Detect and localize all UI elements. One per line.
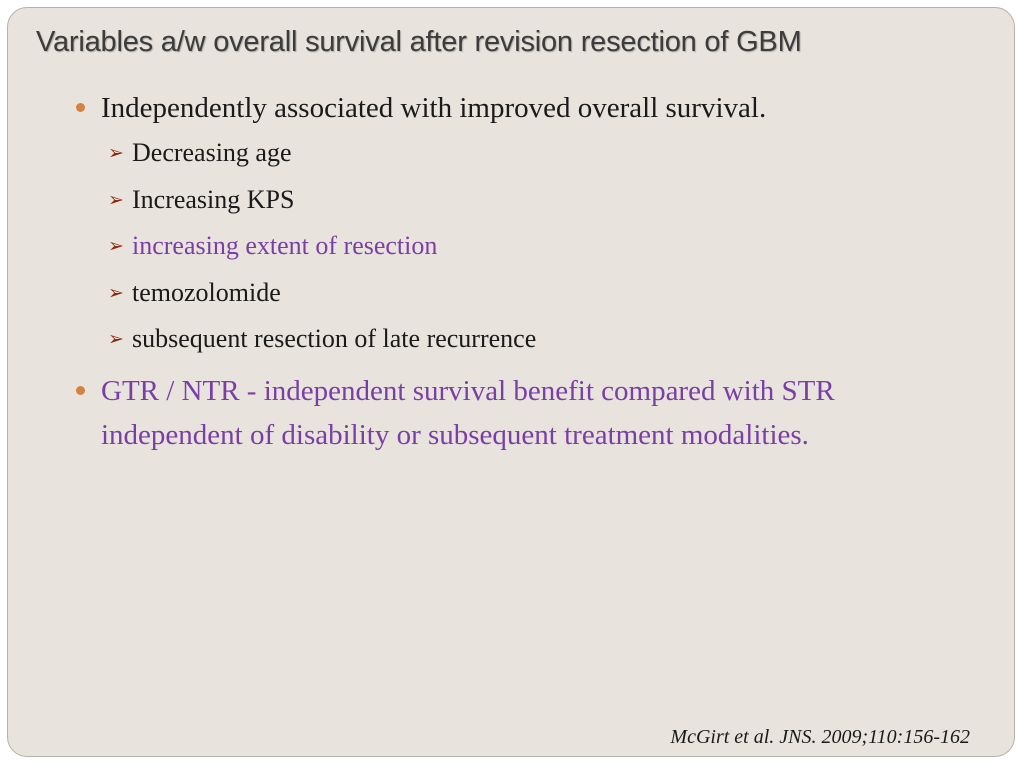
sub-bullet-item: ➢ temozolomide <box>106 270 970 317</box>
arrowhead-bullet-icon: ➢ <box>108 142 124 164</box>
sub-bullet-item: ➢ Decreasing age <box>106 130 970 177</box>
bullet-item: GTR / NTR - independent survival benefit… <box>70 369 970 457</box>
sub-bullet-text: increasing extent of resection <box>132 231 438 260</box>
bullet-dot-icon <box>76 385 85 395</box>
bullet-text: Independently associated with improved o… <box>101 92 767 124</box>
slide: Variables a/w overall survival after rev… <box>7 7 1015 757</box>
sub-bullet-text: Decreasing age <box>132 138 292 167</box>
sub-bullet-text: Increasing KPS <box>132 184 295 214</box>
sub-bullet-item: ➢ increasing extent of resection <box>106 223 970 270</box>
arrowhead-bullet-icon: ➢ <box>108 235 124 257</box>
bullet-dot-icon <box>76 103 85 112</box>
sub-bullet-item: ➢ subsequent resection of late recurrenc… <box>106 316 970 363</box>
slide-content: Independently associated with improved o… <box>70 86 970 457</box>
arrowhead-bullet-icon: ➢ <box>108 328 124 350</box>
arrowhead-bullet-icon: ➢ <box>108 188 124 211</box>
sub-bullet-text: temozolomide <box>132 277 281 307</box>
slide-title: Variables a/w overall survival after rev… <box>36 26 802 58</box>
citation: McGirt et al. JNS. 2009;110:156-162 <box>670 726 970 748</box>
sub-bullet-item: ➢ Increasing KPS <box>106 177 970 224</box>
bullet-text: GTR / NTR - independent survival benefit… <box>101 374 835 451</box>
bullet-item: Independently associated with improved o… <box>70 86 970 130</box>
arrowhead-bullet-icon: ➢ <box>108 281 124 304</box>
sub-bullet-list: ➢ Decreasing age ➢ Increasing KPS ➢ incr… <box>106 130 970 363</box>
sub-bullet-text: subsequent resection of late recurrence <box>132 324 537 353</box>
